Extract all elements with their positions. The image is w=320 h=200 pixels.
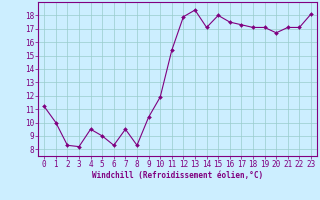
X-axis label: Windchill (Refroidissement éolien,°C): Windchill (Refroidissement éolien,°C) — [92, 171, 263, 180]
